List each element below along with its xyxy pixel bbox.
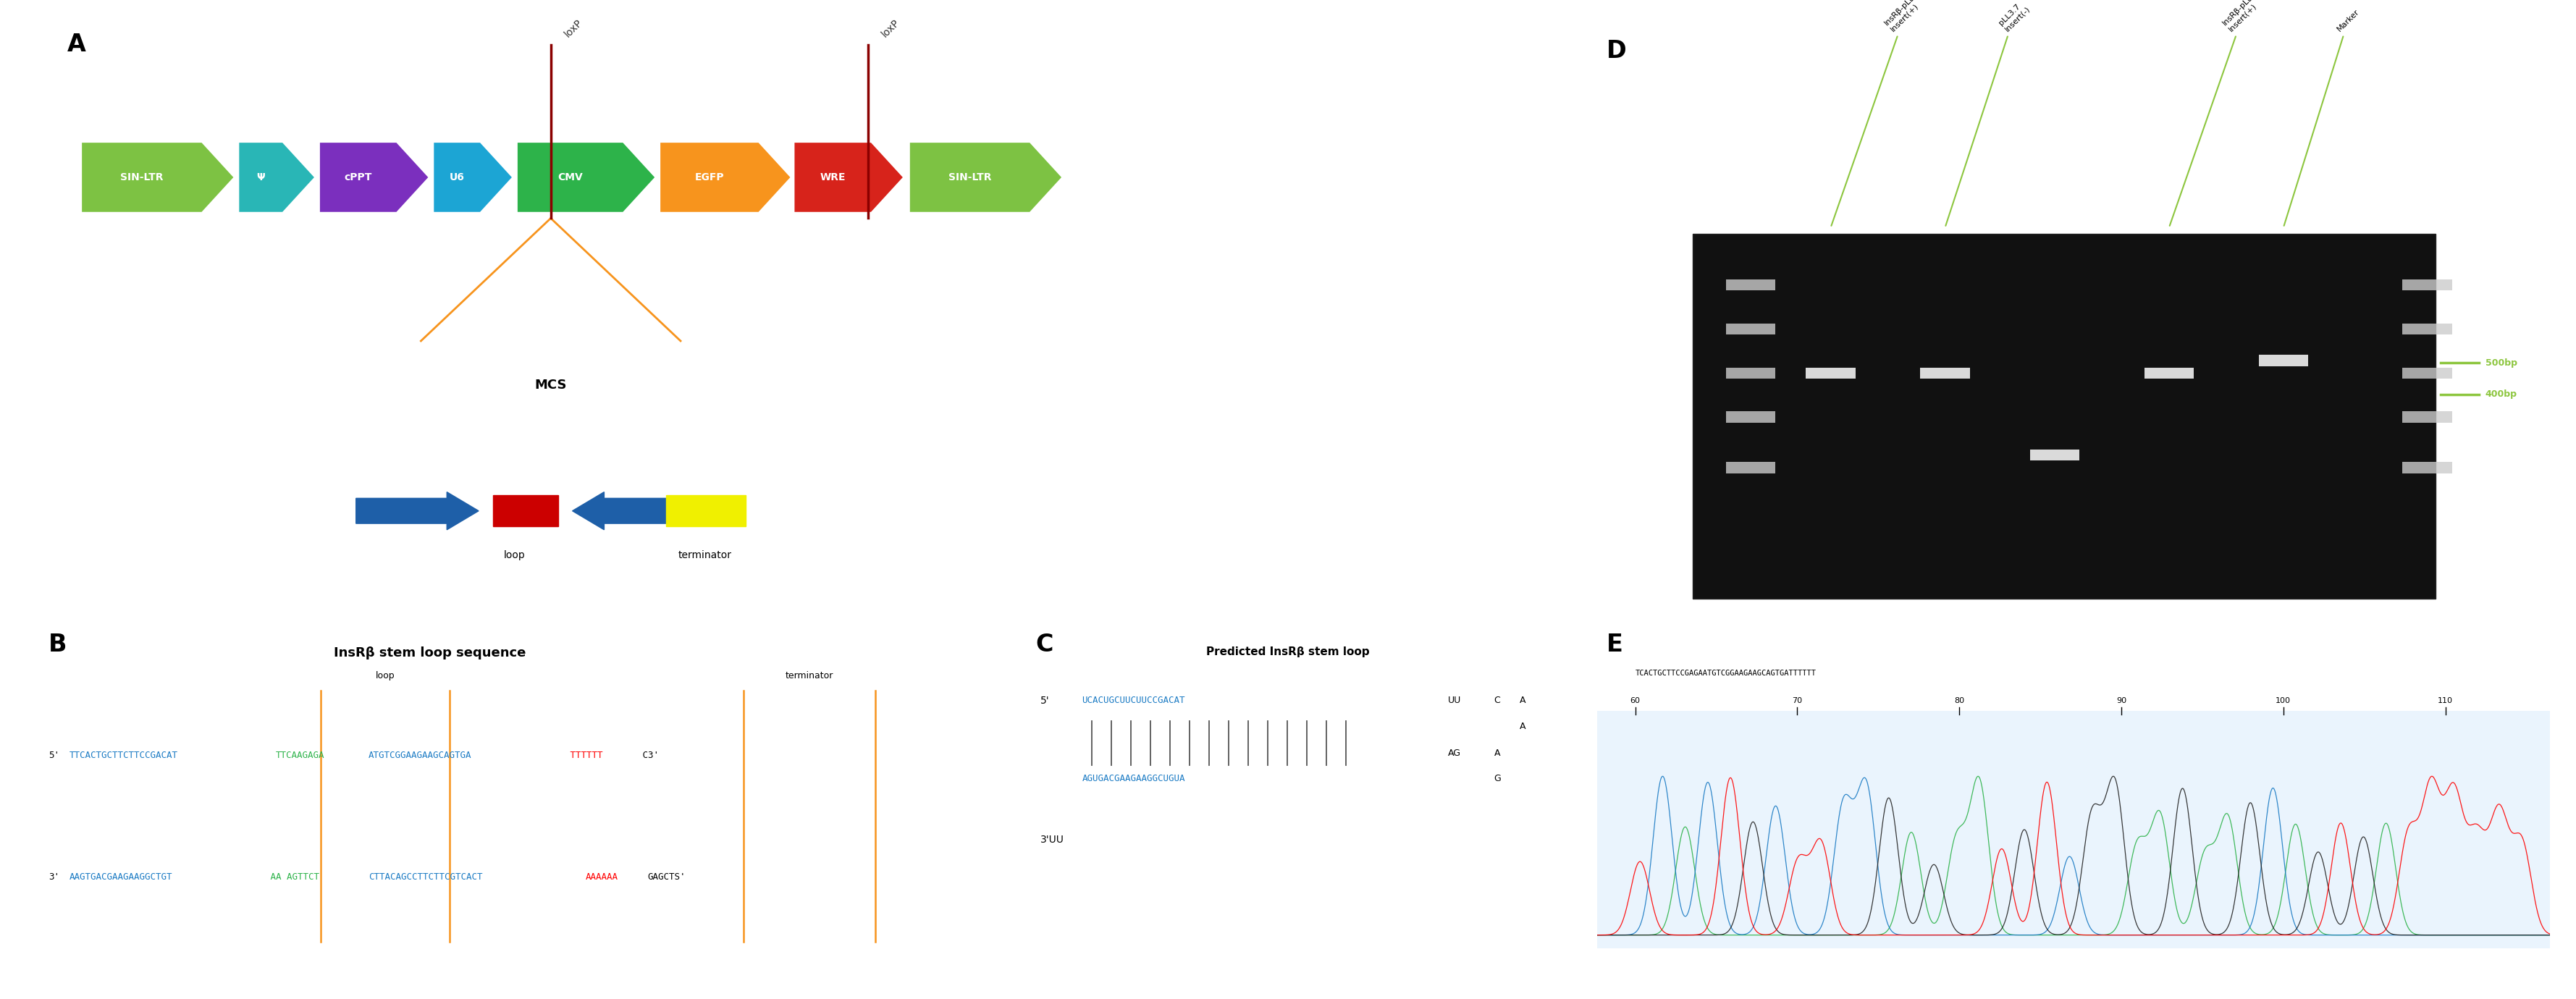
Text: InsRβ stem loop sequence: InsRβ stem loop sequence xyxy=(335,646,526,659)
Text: U6: U6 xyxy=(448,172,464,183)
Text: loxP: loxP xyxy=(562,17,585,39)
Bar xyxy=(2403,412,2452,423)
Polygon shape xyxy=(659,143,791,212)
Text: 5': 5' xyxy=(49,750,59,760)
Text: CTTACAGCCTTCTTCGTCACT: CTTACAGCCTTCTTCGTCACT xyxy=(368,872,482,882)
Bar xyxy=(2403,368,2452,379)
Polygon shape xyxy=(433,143,513,212)
Text: UU: UU xyxy=(1448,696,1461,705)
Text: 100: 100 xyxy=(2275,697,2290,704)
Text: AG: AG xyxy=(1448,748,1461,758)
Polygon shape xyxy=(518,143,654,212)
Text: 3'UU: 3'UU xyxy=(1041,835,1064,845)
Text: SIN-LTR: SIN-LTR xyxy=(121,172,162,183)
Text: terminator: terminator xyxy=(677,550,732,560)
Text: 3': 3' xyxy=(49,872,59,882)
Bar xyxy=(2403,324,2452,335)
Text: terminator: terminator xyxy=(786,671,835,680)
Text: Marker: Marker xyxy=(2285,8,2360,226)
Bar xyxy=(1726,462,1775,474)
Text: 80: 80 xyxy=(1955,697,1965,704)
Text: 400bp: 400bp xyxy=(2486,390,2517,400)
Text: AA AGTTCT: AA AGTTCT xyxy=(265,872,319,882)
Polygon shape xyxy=(909,143,1061,212)
Text: 70: 70 xyxy=(1793,697,1803,704)
Bar xyxy=(1726,324,1775,335)
Text: WRE: WRE xyxy=(819,172,845,183)
FancyArrow shape xyxy=(572,493,703,529)
Text: TTCAAGAGA: TTCAAGAGA xyxy=(276,750,325,760)
Text: SIN-LTR: SIN-LTR xyxy=(948,172,992,183)
Text: InsRβ-pLL3.7
Insert(+): InsRβ-pLL3.7 Insert(+) xyxy=(1832,0,1932,226)
Bar xyxy=(1726,368,1775,379)
Text: Ψ: Ψ xyxy=(258,172,265,183)
Text: Predicted InsRβ stem loop: Predicted InsRβ stem loop xyxy=(1206,646,1370,657)
Bar xyxy=(1597,711,2550,949)
Text: loxP: loxP xyxy=(878,17,902,39)
Text: A: A xyxy=(1520,721,1525,731)
Text: B: B xyxy=(49,632,67,656)
Text: E: E xyxy=(1607,632,1623,656)
Text: MCS: MCS xyxy=(536,379,567,392)
Bar xyxy=(1692,234,2437,599)
Text: 500bp: 500bp xyxy=(2486,359,2517,368)
Text: TTCACTGCTTCTTCCGACAT: TTCACTGCTTCTTCCGACAT xyxy=(70,750,178,760)
Text: A: A xyxy=(1494,748,1499,758)
Text: InsRβ-pLL3.7
Insert(+): InsRβ-pLL3.7 Insert(+) xyxy=(2169,0,2269,226)
Text: C3': C3' xyxy=(636,750,659,760)
Text: CMV: CMV xyxy=(556,172,582,183)
Bar xyxy=(1726,412,1775,423)
Text: ATGTCGGAAGAAGCAGTGA: ATGTCGGAAGAAGCAGTGA xyxy=(368,750,471,760)
Text: loop: loop xyxy=(505,550,526,560)
Text: cPPT: cPPT xyxy=(345,172,371,183)
Bar xyxy=(2030,450,2079,461)
Bar xyxy=(2143,368,2195,379)
Text: TTTTTT: TTTTTT xyxy=(564,750,603,760)
Text: 110: 110 xyxy=(2437,697,2452,704)
Text: A: A xyxy=(1520,696,1525,705)
Text: C: C xyxy=(1036,632,1054,656)
Text: 5': 5' xyxy=(1041,695,1051,705)
Polygon shape xyxy=(319,143,428,212)
Text: AGUGACGAAGAAGGCUGUA: AGUGACGAAGAAGGCUGUA xyxy=(1082,774,1185,783)
Bar xyxy=(1919,368,1971,379)
Polygon shape xyxy=(82,143,234,212)
Bar xyxy=(492,496,559,526)
Text: pLL3.7
Insert(-): pLL3.7 Insert(-) xyxy=(1945,0,2032,226)
Bar xyxy=(667,496,744,526)
Text: 60: 60 xyxy=(1631,697,1641,704)
Text: TCACTGCTTCCGAGAATGTCGGAAGAAGCAGTGATTTTTT: TCACTGCTTCCGAGAATGTCGGAAGAAGCAGTGATTTTTT xyxy=(1636,670,1816,677)
Bar xyxy=(2403,280,2452,291)
Text: 90: 90 xyxy=(2117,697,2125,704)
Text: loop: loop xyxy=(376,671,394,680)
Text: EGFP: EGFP xyxy=(696,172,724,183)
Polygon shape xyxy=(240,143,314,212)
Text: UCACUGCUUCUUCCGACAT: UCACUGCUUCUUCCGACAT xyxy=(1082,696,1185,705)
Polygon shape xyxy=(793,143,902,212)
Text: GAGCTS': GAGCTS' xyxy=(647,872,685,882)
Text: A: A xyxy=(67,33,85,57)
FancyArrow shape xyxy=(355,493,479,529)
Text: C: C xyxy=(1494,696,1499,705)
Bar xyxy=(1806,368,1855,379)
Bar xyxy=(2259,355,2308,367)
Text: AAGTGACGAAGAAGGCTGT: AAGTGACGAAGAAGGCTGT xyxy=(70,872,173,882)
Bar xyxy=(1726,280,1775,291)
Text: G: G xyxy=(1494,774,1502,783)
Text: D: D xyxy=(1607,39,1625,63)
Text: AAAAAA: AAAAAA xyxy=(585,872,618,882)
Bar xyxy=(2403,462,2452,474)
